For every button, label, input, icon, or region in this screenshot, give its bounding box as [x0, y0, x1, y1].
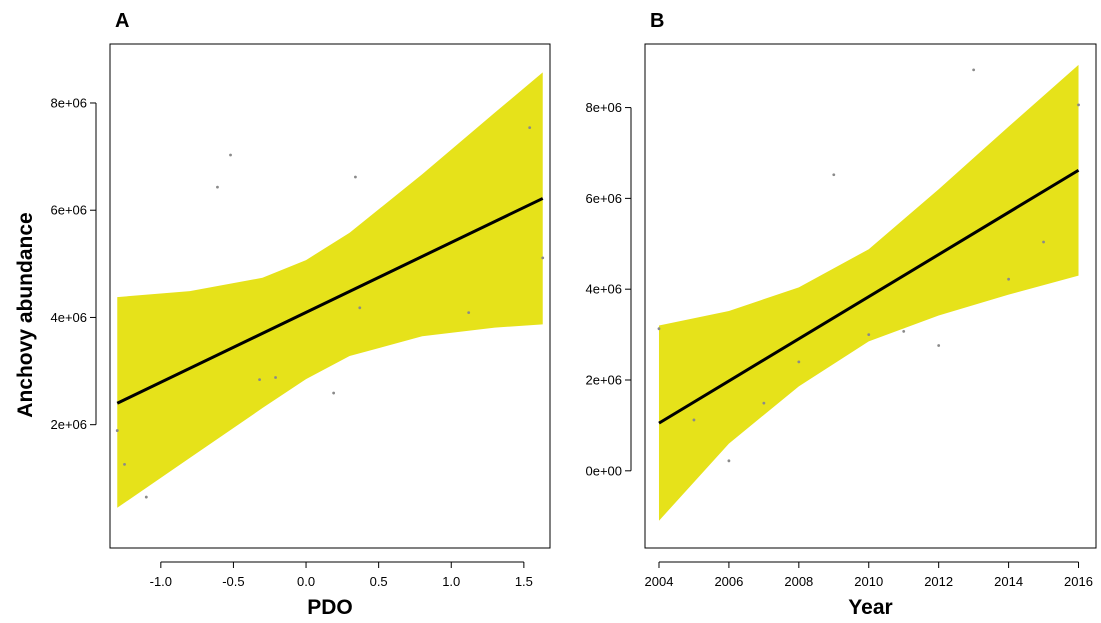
regression-line	[116, 197, 544, 405]
plot-frame	[644, 43, 1097, 549]
x-axis-title: Year	[848, 596, 892, 619]
data-point-13	[541, 256, 545, 260]
confidence-band	[658, 64, 1079, 521]
x-tick-label-6: 2014	[994, 574, 1023, 589]
y-tick-label-4: 8e+06	[50, 95, 87, 110]
data-point-13	[1077, 103, 1080, 107]
y-tick-label-2: 2e+06	[585, 373, 622, 388]
x-tick-label-5: 1.0	[442, 574, 460, 589]
x-axis-title: PDO	[307, 596, 353, 619]
x-tick-label-1: 2004	[645, 574, 674, 589]
data-point-9	[354, 175, 357, 179]
x-tick-label-1: -1.0	[150, 574, 172, 589]
y-tick-label-5: 8e+06	[585, 100, 622, 115]
y-tick-label-1: 0e+00	[585, 463, 622, 478]
data-point-12	[528, 126, 532, 130]
x-tick-label-2: -0.5	[222, 574, 244, 589]
data-point-9	[937, 344, 941, 347]
data-point-5	[229, 153, 232, 157]
y-tick-label-3: 4e+06	[585, 282, 622, 297]
data-point-6	[832, 173, 836, 177]
data-point-7	[867, 333, 871, 336]
data-point-10	[358, 306, 362, 310]
data-point-1	[115, 429, 119, 432]
plot-frame	[109, 43, 551, 549]
panel-b: 2004 2006 2008 2010 2012 2014 2016 0e+00 2e+06 4e…	[585, 10, 1097, 619]
x-tick-label-6: 1.5	[515, 574, 533, 589]
data-point-1	[657, 327, 661, 331]
x-tick-label-3: 0.0	[297, 574, 315, 589]
data-point-5	[797, 360, 801, 364]
data-point-10	[972, 68, 976, 72]
data-point-4	[216, 185, 219, 189]
data-point-2	[692, 418, 696, 422]
x-tick-label-3: 2008	[784, 574, 813, 589]
data-point-11	[467, 311, 471, 315]
y-tick-label-1: 2e+06	[50, 417, 87, 432]
data-point-8	[332, 391, 336, 395]
y-axis-title: Anchovy abundance	[14, 212, 37, 417]
panel-label: A	[115, 10, 129, 32]
x-tick-label-4: 0.5	[370, 574, 388, 589]
data-point-7	[274, 376, 277, 379]
panel-label: B	[650, 10, 664, 32]
data-point-8	[902, 330, 906, 333]
x-tick-label-2: 2006	[714, 574, 743, 589]
x-tick-label-4: 2010	[854, 574, 883, 589]
data-point-11	[1007, 277, 1010, 281]
data-point-6	[258, 378, 261, 382]
x-tick-label-7: 2016	[1064, 574, 1093, 589]
panel-a: -1.0 -0.5 0.0 0.5 1.0 1.5 2e+06 4e+06 6e+06 8e+06…	[50, 10, 551, 619]
data-point-2	[123, 462, 126, 466]
x-tick-label-5: 2012	[924, 574, 953, 589]
y-tick-label-2: 4e+06	[50, 310, 87, 325]
data-point-3	[144, 495, 148, 499]
regression-line	[658, 168, 1080, 425]
y-tick-label-4: 6e+06	[585, 191, 622, 206]
confidence-band	[117, 72, 543, 508]
data-point-3	[727, 459, 731, 463]
data-point-12	[1042, 240, 1045, 244]
y-tick-label-3: 6e+06	[50, 203, 87, 218]
data-point-4	[762, 401, 766, 405]
